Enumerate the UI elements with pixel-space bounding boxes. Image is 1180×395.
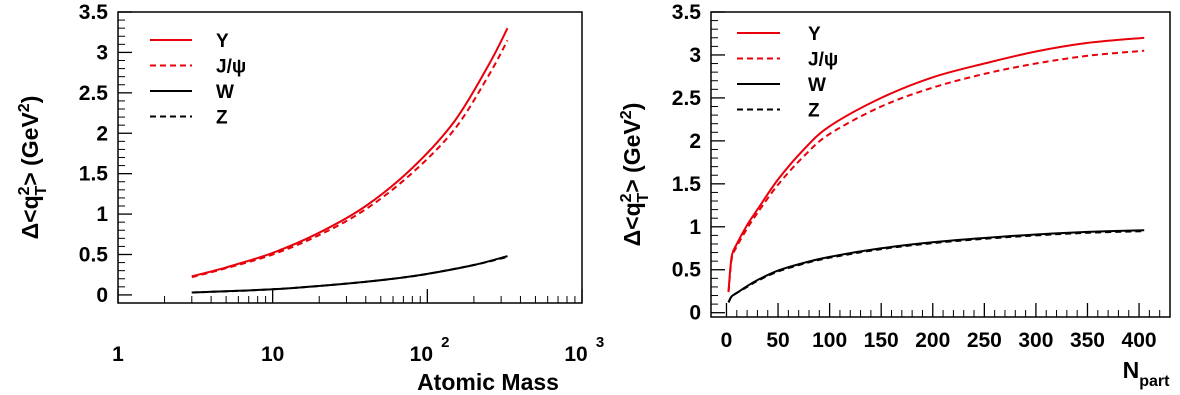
y-axis-title-part: > (GeV bbox=[17, 112, 43, 186]
right-panel: 0 0.5 1 1.5 2 2.5 3 3.5 0 50 100 150 200 250 300 350 400… bbox=[618, 1, 1171, 390]
x-tick-exponent: 2 bbox=[441, 334, 449, 351]
y-axis-title-part: 2 bbox=[618, 110, 635, 119]
legend-label: Υ bbox=[216, 31, 229, 52]
x-tick-label: 200 bbox=[915, 329, 950, 352]
x-tick-label: 300 bbox=[1018, 329, 1053, 352]
series-line-upsilon bbox=[191, 27, 509, 278]
x-tick-label: 250 bbox=[967, 329, 1002, 352]
y-tick-label: 1 bbox=[689, 216, 701, 239]
y-tick-label: 2.5 bbox=[672, 87, 702, 110]
x-tick-label: 10 bbox=[564, 343, 587, 366]
x-axis-title: Atomic Mass bbox=[417, 369, 559, 395]
y-tick-label: 2.5 bbox=[79, 82, 109, 105]
x-axis-title: Npart bbox=[1123, 357, 1171, 390]
x-tick-label: 10 bbox=[261, 343, 284, 366]
y-axis-title-part: 2 bbox=[16, 186, 33, 195]
x-tick-exponent: 3 bbox=[596, 334, 604, 351]
series-line-jpsi bbox=[191, 39, 509, 279]
series-line-w bbox=[191, 255, 508, 294]
x-tick-label: 50 bbox=[766, 329, 789, 352]
y-tick-label: 3 bbox=[96, 41, 108, 64]
legend-label: Z bbox=[216, 108, 228, 129]
y-axis-title-part: 2 bbox=[618, 193, 635, 202]
y-axis-title-part: ) bbox=[619, 103, 645, 111]
plot-frame bbox=[710, 11, 1171, 318]
y-axis-title-part: > (GeV bbox=[619, 119, 645, 193]
y-tick-label: 1.5 bbox=[79, 163, 109, 186]
x-tick-label: 0 bbox=[721, 329, 733, 352]
legend-label: J/ψ bbox=[216, 57, 246, 78]
x-tick-label: 150 bbox=[864, 329, 899, 352]
y-tick-label: 1 bbox=[96, 203, 108, 226]
y-axis-title-part: ) bbox=[17, 96, 43, 104]
x-tick-label: 10 bbox=[410, 343, 433, 366]
y-tick-label: 2 bbox=[689, 130, 701, 153]
y-axis-title-part: Δ<q bbox=[17, 195, 43, 239]
y-tick-label: 3 bbox=[689, 44, 701, 67]
y-tick-label: 3.5 bbox=[79, 1, 109, 24]
series-line-z bbox=[727, 230, 1145, 303]
legend-label: W bbox=[216, 82, 234, 103]
y-tick-label: 3.5 bbox=[672, 1, 702, 24]
x-tick-label: 1 bbox=[112, 343, 124, 366]
legend-label: Z bbox=[808, 101, 820, 122]
y-tick-label: 2 bbox=[96, 122, 108, 145]
x-tick-label: 100 bbox=[812, 329, 847, 352]
x-axis-title-main: N bbox=[1123, 357, 1140, 383]
legend-label: J/ψ bbox=[808, 50, 838, 71]
y-axis-title-part: Δ<q bbox=[619, 202, 645, 246]
x-tick-label: 350 bbox=[1070, 329, 1105, 352]
x-axis-title-subscript: part bbox=[1139, 373, 1170, 390]
y-tick-label: 0 bbox=[689, 302, 701, 325]
series-line-jpsi bbox=[727, 49, 1145, 293]
y-axis-title: Δ<q2T> (GeV2) bbox=[618, 103, 652, 247]
series-line-z bbox=[191, 255, 508, 294]
x-axis-title-main: Atomic Mass bbox=[417, 369, 559, 395]
y-tick-label: 1.5 bbox=[672, 173, 702, 196]
y-axis-title-part: T bbox=[635, 192, 652, 202]
y-axis-title-part: 2 bbox=[16, 103, 33, 112]
plot-frame bbox=[117, 11, 583, 304]
y-tick-label: 0.5 bbox=[672, 259, 702, 282]
x-tick-label: 400 bbox=[1122, 329, 1157, 352]
legend-label: W bbox=[808, 75, 826, 96]
y-tick-label: 0 bbox=[96, 284, 108, 307]
y-tick-label: 0.5 bbox=[79, 244, 109, 267]
y-axis-title-part: T bbox=[33, 185, 50, 195]
series-line-upsilon bbox=[727, 36, 1145, 292]
y-axis-title: Δ<q2T> (GeV2) bbox=[16, 96, 50, 240]
legend-label: Υ bbox=[808, 24, 821, 45]
